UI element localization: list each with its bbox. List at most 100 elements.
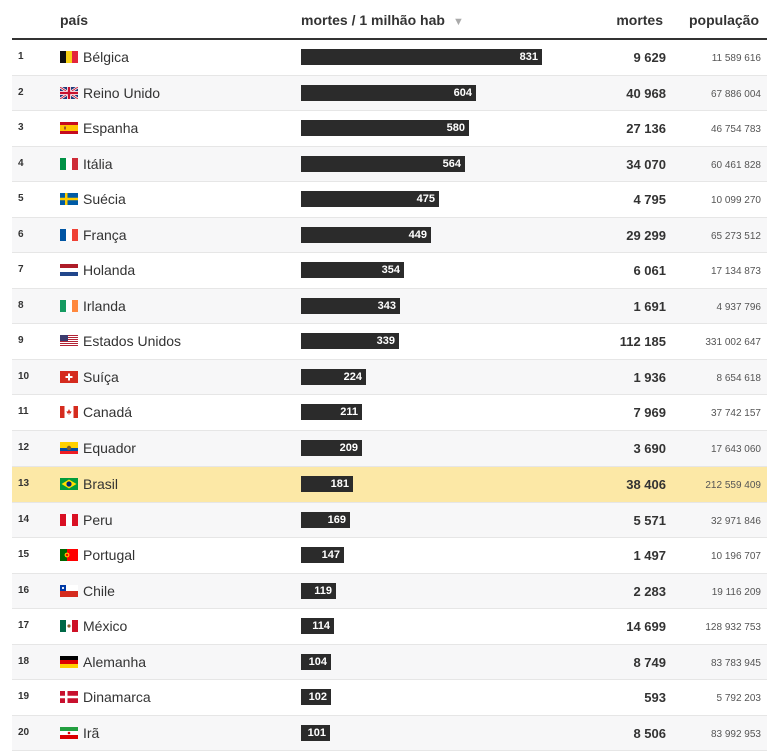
deaths-value: 112 185 — [619, 334, 666, 349]
table-row[interactable]: 4 Itália 564 34 070 60 461 828 — [12, 146, 767, 182]
deaths-value: 1 497 — [633, 548, 666, 563]
population-value: 17 643 060 — [710, 444, 761, 455]
table-row[interactable]: 17 México 114 14 699 128 932 753 — [12, 609, 767, 645]
deaths-value: 4 795 — [633, 192, 666, 207]
table-row[interactable]: 11 Canadá 211 7 969 37 742 157 — [12, 395, 767, 431]
country-name: Estados Unidos — [83, 333, 182, 349]
mexico-flag-icon — [60, 619, 78, 632]
deaths-value: 8 749 — [633, 654, 666, 670]
rate-bar-label: 224 — [343, 370, 362, 383]
table-row[interactable]: 19 Dinamarca 102 593 5 792 203 — [12, 680, 767, 716]
rank-number: 1 — [18, 51, 24, 62]
deaths-value: 14 699 — [626, 619, 666, 634]
rank-number: 7 — [18, 264, 24, 275]
rate-bar-label: 147 — [321, 549, 340, 561]
deaths-value: 38 406 — [626, 477, 666, 492]
rate-bar-label: 449 — [408, 228, 427, 241]
population-value: 10 099 270 — [710, 195, 761, 206]
population-value: 331 002 647 — [705, 337, 761, 348]
table-row[interactable]: 13 Brasil 181 38 406 212 559 409 — [12, 467, 767, 503]
peru-flag-icon — [60, 513, 78, 526]
canada-flag-icon — [60, 405, 78, 418]
deaths-value: 3 690 — [633, 441, 666, 456]
country-name: Suécia — [83, 191, 126, 207]
table-row[interactable]: 7 Holanda 354 6 061 17 134 873 — [12, 253, 767, 289]
population-value: 67 886 004 — [710, 88, 761, 100]
rate-bar: 169 — [301, 511, 350, 528]
france-flag-icon — [60, 228, 78, 241]
rank-number: 2 — [18, 86, 24, 98]
table-row[interactable]: 10 Suíça 224 1 936 8 654 618 — [12, 359, 767, 395]
rate-bar-label: 475 — [416, 193, 435, 205]
table-row[interactable]: 14 Peru 169 5 571 32 971 846 — [12, 502, 767, 538]
country-name: México — [83, 618, 128, 634]
table-row[interactable]: 15 Portugal 147 1 497 10 196 707 — [12, 538, 767, 574]
table-row[interactable]: 2 Reino Unido 604 40 968 67 886 004 — [12, 75, 767, 111]
table-row[interactable]: 18 Alemanha 104 8 749 83 783 945 — [12, 644, 767, 680]
deaths-value: 6 061 — [633, 263, 666, 278]
deaths-value: 593 — [644, 690, 666, 705]
table-row[interactable]: 6 França 449 29 299 65 273 512 — [12, 217, 767, 253]
rank-number: 18 — [18, 655, 30, 667]
country-name: Espanha — [83, 120, 139, 136]
rate-bar: 102 — [301, 689, 331, 705]
table-row[interactable]: 12 Equador 209 3 690 17 643 060 — [12, 431, 767, 467]
country-name: Dinamarca — [83, 689, 151, 705]
table-body: 1 Bélgica 831 9 629 11 589 616 2 Reino Unido 60… — [0, 40, 770, 751]
country-name: França — [83, 226, 127, 243]
rate-bar: 475 — [301, 191, 439, 207]
deaths-value: 9 629 — [633, 50, 666, 65]
population-value: 4 937 796 — [716, 301, 762, 313]
country-name: Suíça — [83, 368, 119, 385]
population-value: 17 134 873 — [710, 266, 761, 277]
population-value: 37 742 157 — [710, 408, 761, 419]
rank-number: 13 — [18, 478, 30, 489]
column-header-country[interactable]: país — [60, 12, 89, 28]
column-header-rate[interactable]: mortes / 1 milhão hab ▼ — [301, 12, 464, 28]
rate-bar-label: 354 — [381, 264, 400, 276]
rate-bar: 343 — [301, 297, 400, 314]
rate-bar-label: 114 — [312, 620, 330, 632]
table-row[interactable]: 16 Chile 119 2 283 19 116 209 — [12, 573, 767, 609]
rate-bar: 104 — [301, 653, 331, 670]
rank-number: 15 — [18, 549, 30, 560]
rate-bar: 119 — [301, 582, 336, 599]
table-row[interactable]: 3 Espanha 580 27 136 46 754 783 — [12, 111, 767, 147]
table-row[interactable]: 9 Estados Unidos 339 112 185 331 002 647 — [12, 324, 767, 360]
country-name: Equador — [83, 440, 136, 456]
rate-bar-label: 101 — [307, 726, 326, 739]
netherlands-flag-icon — [60, 263, 78, 276]
denmark-flag-icon — [60, 690, 78, 703]
table-row[interactable]: 5 Suécia 475 4 795 10 099 270 — [12, 182, 767, 218]
table-row[interactable]: 8 Irlanda 343 1 691 4 937 796 — [12, 288, 767, 324]
sweden-flag-icon — [60, 192, 78, 205]
rate-bar: 101 — [301, 724, 330, 741]
rank-number: 19 — [18, 691, 30, 702]
rate-bar: 114 — [301, 618, 334, 634]
rate-bar: 181 — [301, 476, 353, 492]
chile-flag-icon — [60, 584, 78, 597]
column-header-population[interactable]: população — [688, 12, 759, 28]
rate-bar: 224 — [301, 368, 366, 385]
germany-flag-icon — [60, 655, 78, 668]
country-name: Chile — [83, 582, 115, 599]
sort-down-icon[interactable]: ▼ — [452, 16, 464, 28]
rate-bar-label: 339 — [376, 335, 395, 347]
rate-bar: 211 — [301, 404, 362, 420]
rate-bar-label: 169 — [327, 513, 346, 526]
ireland-flag-icon — [60, 299, 78, 312]
rate-bar-label: 343 — [377, 299, 396, 312]
table-row[interactable]: 1 Bélgica 831 9 629 11 589 616 — [12, 40, 767, 76]
table-row[interactable]: 20 Irã 101 8 506 83 992 953 — [12, 715, 767, 751]
deaths-value: 7 969 — [633, 405, 666, 420]
population-value: 128 932 753 — [705, 622, 761, 633]
deaths-value: 2 283 — [633, 583, 666, 599]
rank-number: 4 — [18, 157, 24, 169]
column-header-deaths[interactable]: mortes — [616, 12, 663, 28]
population-value: 5 792 203 — [716, 693, 762, 704]
belgium-flag-icon — [60, 50, 78, 63]
rank-number: 17 — [18, 620, 30, 631]
country-name: Peru — [83, 511, 113, 528]
rate-bar-label: 104 — [308, 655, 327, 668]
